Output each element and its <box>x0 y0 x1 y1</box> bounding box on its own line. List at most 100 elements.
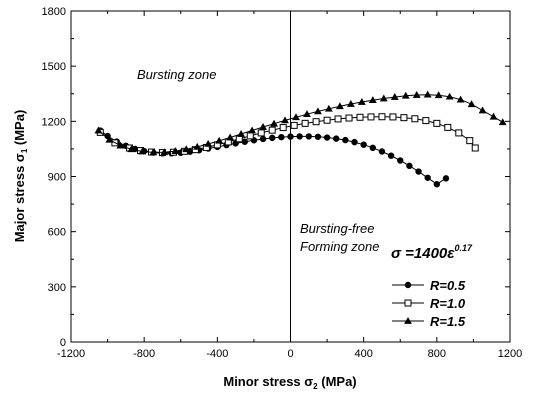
data-point <box>149 148 158 156</box>
data-point <box>305 133 312 140</box>
y-tick-label: 900 <box>48 172 66 184</box>
data-point <box>498 118 507 126</box>
data-point <box>204 139 213 147</box>
data-point <box>422 117 430 125</box>
y-axis-title-main: Major stress σ <box>12 153 27 242</box>
data-point <box>116 141 125 149</box>
x-axis-title-main: Minor stress σ <box>223 374 313 389</box>
data-point <box>287 133 294 140</box>
data-point <box>387 152 395 159</box>
data-point <box>303 110 311 118</box>
data-point <box>445 92 454 100</box>
y-tick-label: 1500 <box>42 61 66 73</box>
data-point <box>489 112 498 120</box>
series-3 <box>94 90 507 156</box>
data-point <box>423 90 432 98</box>
data-point <box>127 145 136 153</box>
data-point <box>279 124 287 132</box>
data-point <box>333 135 340 142</box>
equation-main: σ =1400ε <box>391 245 455 262</box>
data-point <box>401 91 410 99</box>
y-tick-label: 1800 <box>42 6 66 18</box>
data-point <box>171 147 180 154</box>
series-layer <box>94 90 507 188</box>
data-point <box>360 141 367 148</box>
data-point <box>455 129 463 137</box>
equation-exponent: 0.17 <box>454 243 473 253</box>
data-point <box>378 113 386 121</box>
data-point <box>412 91 421 98</box>
data-point <box>296 133 303 140</box>
tick-labels: -1200 -800 -400 0 400 800 1200 0 300 600 900 1200 15… <box>42 6 523 360</box>
data-point <box>281 116 289 124</box>
data-point <box>237 130 246 137</box>
data-point <box>389 113 397 121</box>
data-point <box>257 129 265 137</box>
data-point <box>471 144 479 152</box>
data-point <box>215 136 224 144</box>
data-point <box>268 126 276 134</box>
y-axis-title-sub: 1 <box>20 148 29 153</box>
data-point <box>335 102 344 110</box>
x-axis-title-unit: (MPa) <box>318 374 357 389</box>
x-tick-label: 400 <box>354 348 372 360</box>
data-point <box>259 135 267 143</box>
axis-ticks <box>70 10 511 343</box>
legend-entry: R=0.5 <box>392 278 466 293</box>
data-point <box>357 98 366 105</box>
equation-label: σ =1400ε0.17 <box>391 243 473 262</box>
data-point <box>406 162 413 170</box>
x-tick-label: 0 <box>287 348 293 360</box>
data-point <box>182 145 191 153</box>
data-point <box>301 119 309 127</box>
legend-label: R=0.5 <box>430 278 466 293</box>
data-point <box>467 100 476 108</box>
data-point <box>94 126 103 134</box>
data-point <box>411 115 419 123</box>
data-point <box>379 94 388 102</box>
data-point <box>369 144 377 152</box>
data-point <box>241 138 248 145</box>
data-point <box>342 136 349 144</box>
data-point <box>324 104 333 112</box>
data-point <box>314 133 322 140</box>
data-point <box>456 95 465 103</box>
data-point <box>290 121 298 129</box>
data-point <box>269 134 276 142</box>
x-tick-label: 1200 <box>498 348 522 360</box>
data-point <box>346 100 355 107</box>
data-point <box>278 133 285 141</box>
data-point <box>193 142 202 150</box>
data-point <box>478 106 487 114</box>
data-point <box>378 148 386 155</box>
data-point <box>466 137 474 145</box>
data-point <box>400 114 408 122</box>
data-point <box>105 135 114 143</box>
data-point <box>351 138 358 146</box>
y-tick-label: 1200 <box>42 116 66 128</box>
data-point <box>434 91 443 99</box>
y-tick-label: 300 <box>48 282 66 294</box>
legend-label: R=1.5 <box>430 314 466 329</box>
data-point <box>138 147 147 155</box>
data-point <box>433 119 441 127</box>
legend-marker <box>404 299 412 307</box>
y-tick-label: 0 <box>60 337 66 349</box>
data-point <box>270 119 278 127</box>
legend-label: R=1.0 <box>430 296 466 311</box>
legend-entry: R=1.0 <box>392 296 466 311</box>
legend-marker <box>404 281 412 289</box>
forming-zone-label: Forming zone <box>300 239 379 254</box>
x-tick-label: -800 <box>133 348 155 360</box>
data-point <box>424 174 431 181</box>
data-point <box>323 134 331 141</box>
bursting-free-label: Bursting-free <box>300 221 374 236</box>
data-point <box>248 126 257 134</box>
data-point <box>356 113 364 121</box>
y-tick-label: 600 <box>48 227 66 239</box>
series-line <box>98 94 503 153</box>
data-point <box>312 118 320 126</box>
bursting-zone-label: Bursting zone <box>137 67 217 82</box>
data-point <box>442 175 450 182</box>
